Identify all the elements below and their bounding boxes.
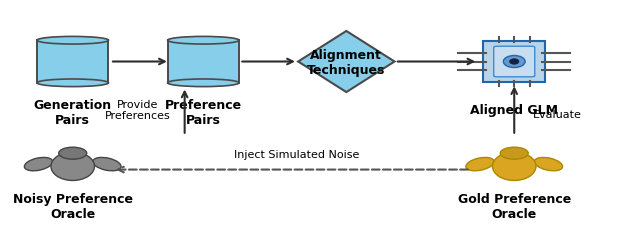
Ellipse shape — [37, 80, 108, 87]
Text: Alignment
Techniques: Alignment Techniques — [307, 48, 385, 76]
Text: Inject Simulated Noise: Inject Simulated Noise — [234, 150, 359, 160]
Ellipse shape — [51, 152, 95, 181]
FancyBboxPatch shape — [483, 42, 545, 83]
Ellipse shape — [509, 59, 519, 65]
Ellipse shape — [503, 56, 525, 68]
Ellipse shape — [93, 158, 121, 171]
Text: Noisy Preference
Oracle: Noisy Preference Oracle — [13, 193, 132, 220]
FancyBboxPatch shape — [168, 41, 239, 84]
Ellipse shape — [24, 158, 52, 171]
Text: Gold Preference
Oracle: Gold Preference Oracle — [458, 193, 571, 220]
Text: Generation
Pairs: Generation Pairs — [34, 98, 112, 126]
Text: Evaluate: Evaluate — [533, 109, 582, 119]
Ellipse shape — [37, 37, 108, 45]
Ellipse shape — [500, 148, 528, 160]
Ellipse shape — [59, 148, 86, 160]
Ellipse shape — [168, 37, 239, 45]
Text: Preference
Pairs: Preference Pairs — [164, 98, 242, 126]
FancyBboxPatch shape — [493, 47, 535, 77]
FancyBboxPatch shape — [37, 41, 108, 84]
Ellipse shape — [534, 158, 563, 171]
Ellipse shape — [492, 152, 536, 181]
Text: Provide
Preferences: Provide Preferences — [105, 99, 171, 121]
Text: Aligned GLM: Aligned GLM — [470, 104, 558, 116]
Ellipse shape — [168, 80, 239, 87]
Ellipse shape — [466, 158, 494, 171]
Polygon shape — [298, 32, 394, 93]
